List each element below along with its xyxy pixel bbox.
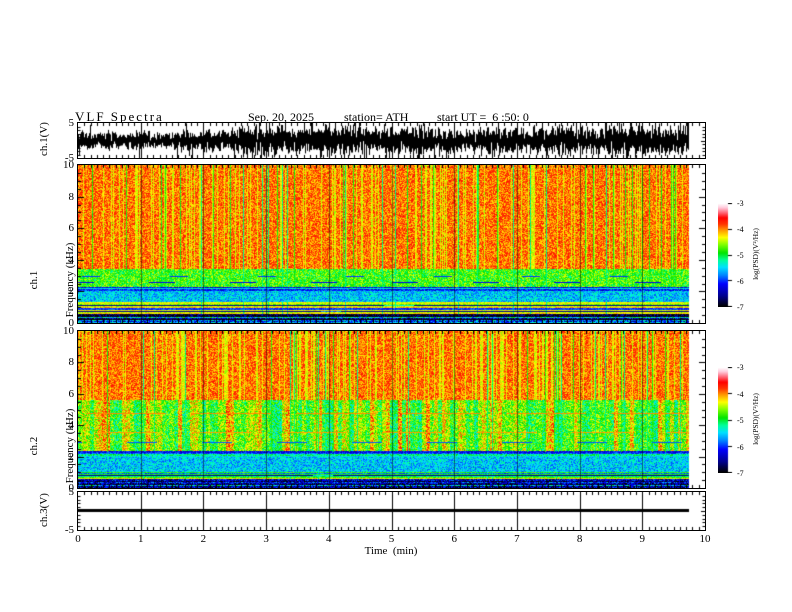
y-tick-label: 8 [68, 356, 75, 369]
ch2-colorbar-label: log(PSD)(V²/Hz) [751, 393, 760, 445]
ch1-spectrogram-canvas [78, 165, 705, 323]
y-tick-label: 6 [68, 222, 75, 235]
x-tick-label: 8 [576, 533, 583, 545]
x-tick-label: 0 [75, 533, 81, 545]
y-tick-label: 0 [68, 482, 75, 494]
colorbar-tick-label: -4 [737, 225, 744, 234]
x-tick-label: 9 [639, 533, 646, 545]
colorbar-tick-label: -6 [737, 277, 744, 286]
x-tick-label: 7 [514, 533, 520, 545]
ch1-colorbar-label: log(PSD)(V²/Hz) [751, 228, 760, 280]
colorbar-tick-label: -5 [737, 416, 744, 425]
colorbar-tick-label: -5 [737, 251, 744, 260]
plot-title: VLF Spectra [75, 109, 164, 124]
ch2-colorbar [718, 367, 734, 473]
ch1-frequency-axis-line1: ch.1 [28, 270, 40, 290]
x-tick-label: 2 [200, 533, 207, 545]
header-station: station= ATH [344, 110, 409, 124]
colorbar-tick-label: -7 [737, 469, 744, 478]
x-tick-label: 4 [326, 533, 332, 545]
ch1-colorbar [718, 203, 734, 307]
ch2-spectrogram-canvas [78, 331, 705, 488]
ch1-spectrogram-panel [77, 164, 706, 324]
ch1-waveform-canvas [78, 123, 705, 158]
ch3-waveform-canvas [78, 492, 705, 530]
ch2-spectrogram-panel [77, 330, 706, 489]
y-tick-label: 10 [63, 325, 74, 337]
y-tick-label: 8 [68, 190, 75, 203]
colorbar-tick-label: -6 [737, 442, 744, 452]
header-date: Sep. 20, 2025 [248, 110, 314, 124]
colorbar-tick-label: -4 [737, 389, 744, 399]
x-tick-label: 5 [388, 533, 395, 545]
colorbar-tick-label: -3 [737, 363, 744, 372]
y-tick-label: 10 [63, 159, 74, 171]
y-tick-label: 4 [68, 419, 75, 432]
y-tick-label: 4 [68, 253, 75, 266]
colorbar-tick-label: -7 [737, 303, 744, 312]
header-start-ut: start UT = 6 :50: 0 [437, 110, 529, 124]
y-tick-label: 6 [68, 387, 75, 400]
y-tick-label: -5 [64, 524, 74, 536]
y-tick-label: 2 [68, 285, 75, 298]
y-tick-label: -5 [64, 152, 74, 164]
x-tick-label: 1 [137, 533, 144, 545]
ch3-waveform-panel [77, 491, 706, 531]
colorbar-tick-label: -3 [737, 199, 744, 208]
x-axis-label: Time (min) [364, 545, 418, 557]
y-tick-label: 5 [68, 486, 75, 498]
x-tick-label: 3 [263, 533, 269, 545]
x-tick-label: 10 [699, 533, 711, 545]
ch1-waveform-panel [77, 122, 706, 159]
x-tick-label: 6 [451, 533, 457, 545]
y-tick-label: 5 [68, 117, 75, 129]
y-tick-label: 2 [68, 450, 75, 463]
y-tick-label: 0 [68, 317, 75, 329]
